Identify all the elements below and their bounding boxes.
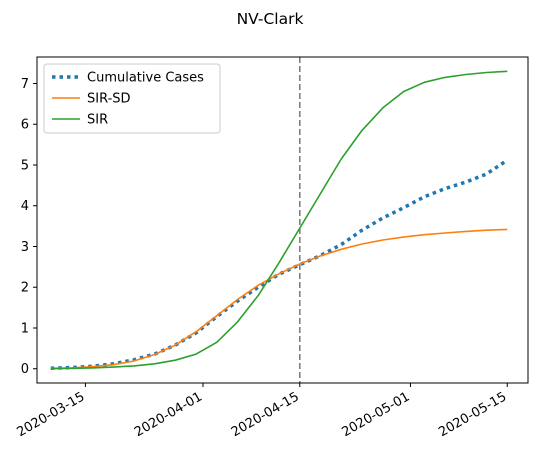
y-tick-label: 6 xyxy=(21,118,29,133)
legend-label-0: Cumulative Cases xyxy=(87,71,204,86)
x-tick-label: 2020-04-15 xyxy=(229,389,302,440)
y-tick-label: 2 xyxy=(21,281,29,296)
series-line-1 xyxy=(50,228,508,370)
y-tick-label: 4 xyxy=(21,199,29,214)
legend-label-2: SIR xyxy=(87,113,108,128)
y-tick-label: 3 xyxy=(21,240,29,255)
series-line-2 xyxy=(50,70,508,370)
y-tick-label: 0 xyxy=(21,362,29,377)
y-tick-label: 7 xyxy=(21,77,29,92)
y-tick-label: 5 xyxy=(21,158,29,173)
x-tick-label: 2020-05-01 xyxy=(339,389,412,440)
x-tick-label: 2020-04-01 xyxy=(132,389,205,440)
plot-frame xyxy=(36,56,529,384)
chart-title: NV-Clark xyxy=(237,10,304,28)
series-line-0 xyxy=(50,158,509,371)
legend-box xyxy=(43,63,221,134)
legend-label-1: SIR-SD xyxy=(87,92,131,107)
x-tick-label: 2020-05-15 xyxy=(436,389,509,440)
y-tick-label: 1 xyxy=(21,321,29,336)
x-tick-label: 2020-03-15 xyxy=(14,389,87,440)
